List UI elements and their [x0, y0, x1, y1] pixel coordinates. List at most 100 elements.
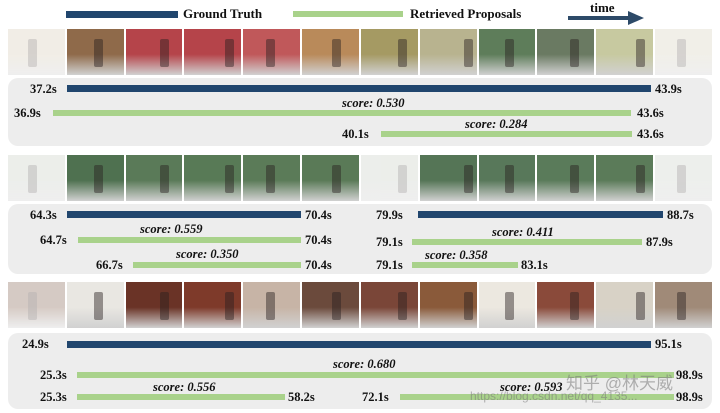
proposal-score: score: 0.556: [153, 380, 216, 394]
proposal-score: score: 0.358: [425, 248, 488, 262]
proposal-bar: [133, 262, 301, 268]
frame-subject: [93, 165, 103, 193]
frame-subject: [397, 292, 407, 320]
proposal-start-label: 79.1s: [376, 235, 403, 249]
video-frame-thumbnail: [243, 155, 301, 201]
proposal-start-label: 72.1s: [362, 390, 389, 404]
video-frame-thumbnail: [360, 155, 418, 201]
frame-strip-1: [8, 29, 712, 75]
proposal-bar: [412, 262, 518, 268]
gt-bar: [67, 341, 651, 348]
time-arrow-icon: [568, 11, 644, 25]
video-frame-thumbnail: [184, 155, 242, 201]
video-frame-thumbnail: [478, 155, 536, 201]
proposal-end-label: 70.4s: [305, 233, 332, 247]
gt-end-label: 70.4s: [305, 208, 332, 222]
gt-start-label: 37.2s: [30, 82, 57, 96]
video-frame-thumbnail: [66, 155, 124, 201]
proposal-end-label: 98.9s: [676, 368, 703, 382]
proposal-end-label: 43.6s: [637, 127, 664, 141]
proposal-end-label: 70.4s: [305, 258, 332, 272]
video-frame-thumbnail: [537, 29, 595, 75]
gt-start-label: 79.9s: [376, 208, 403, 222]
proposal-score: score: 0.593: [500, 380, 563, 394]
video-frame-thumbnail: [8, 29, 65, 75]
frame-subject: [332, 165, 342, 193]
frame-subject: [332, 292, 342, 320]
proposal-end-label: 83.1s: [521, 258, 548, 272]
proposal-score: score: 0.350: [176, 247, 239, 261]
video-frame-thumbnail: [302, 29, 359, 75]
proposal-end-label: 87.9s: [646, 235, 673, 249]
frame-subject: [266, 165, 276, 193]
frame-subject: [504, 39, 514, 67]
video-frame-thumbnail: [419, 29, 477, 75]
proposal-start-label: 64.7s: [40, 233, 67, 247]
frame-subject: [677, 165, 687, 193]
frame-subject: [159, 292, 169, 320]
proposal-score: score: 0.284: [465, 117, 528, 131]
proposal-bar: [78, 237, 301, 243]
video-frame-thumbnail: [66, 29, 124, 75]
legend-ground-truth-label: Ground Truth: [183, 6, 263, 21]
frame-subject: [677, 39, 687, 67]
frame-subject: [636, 292, 646, 320]
video-frame-thumbnail: [596, 282, 654, 328]
frame-subject: [28, 39, 37, 67]
proposal-score: score: 0.530: [342, 96, 405, 110]
frame-subject: [636, 39, 646, 67]
video-frame-thumbnail: [243, 282, 301, 328]
video-frame-thumbnail: [596, 29, 654, 75]
proposal-score: score: 0.680: [333, 357, 396, 371]
video-frame-thumbnail: [537, 155, 595, 201]
frame-subject: [397, 39, 407, 67]
gt-end-label: 95.1s: [655, 337, 682, 351]
frame-subject: [504, 165, 514, 193]
video-frame-thumbnail: [8, 282, 65, 328]
frame-subject: [397, 165, 407, 193]
watermark-brand: 知乎 @林天威: [566, 374, 673, 393]
proposal-end-label: 43.6s: [637, 106, 664, 120]
proposal-bar: [53, 110, 631, 116]
proposal-start-label: 79.1s: [376, 258, 403, 272]
video-frame-thumbnail: [125, 29, 183, 75]
proposal-bar: [412, 239, 642, 245]
video-frame-thumbnail: [184, 29, 242, 75]
proposal-score: score: 0.411: [492, 225, 554, 239]
frame-subject: [159, 165, 169, 193]
proposal-bar: [77, 372, 674, 378]
proposal-start-label: 40.1s: [342, 127, 369, 141]
proposal-start-label: 25.3s: [40, 390, 67, 404]
frame-subject: [225, 39, 235, 67]
legend-retrieved-swatch: [293, 11, 403, 17]
proposal-bar: [77, 394, 285, 400]
gt-bar: [67, 85, 651, 92]
video-frame-thumbnail: [184, 282, 242, 328]
frame-subject: [504, 292, 514, 320]
proposal-end-label: 58.2s: [288, 390, 315, 404]
gt-end-label: 88.7s: [667, 208, 694, 222]
frame-subject: [570, 165, 580, 193]
gt-start-label: 64.3s: [30, 208, 57, 222]
frame-subject: [28, 165, 37, 193]
proposal-end-label: 98.9s: [676, 390, 703, 404]
proposal-bar: [381, 131, 632, 137]
watermark-url: https://blog.csdn.net/qq_4135...: [470, 389, 638, 403]
frame-subject: [463, 39, 473, 67]
gt-bar: [418, 211, 663, 218]
video-frame-thumbnail: [478, 29, 536, 75]
video-frame-thumbnail: [478, 282, 536, 328]
video-frame-thumbnail: [243, 29, 301, 75]
frame-strip-3: [8, 282, 712, 328]
frame-subject: [636, 165, 646, 193]
video-frame-thumbnail: [419, 282, 477, 328]
frame-subject: [677, 292, 687, 320]
frame-subject: [463, 165, 473, 193]
frame-subject: [570, 39, 580, 67]
video-frame-thumbnail: [537, 282, 595, 328]
video-frame-thumbnail: [125, 155, 183, 201]
proposal-start-label: 36.9s: [14, 106, 41, 120]
video-frame-thumbnail: [596, 155, 654, 201]
gt-end-label: 43.9s: [655, 82, 682, 96]
video-frame-thumbnail: [360, 29, 418, 75]
